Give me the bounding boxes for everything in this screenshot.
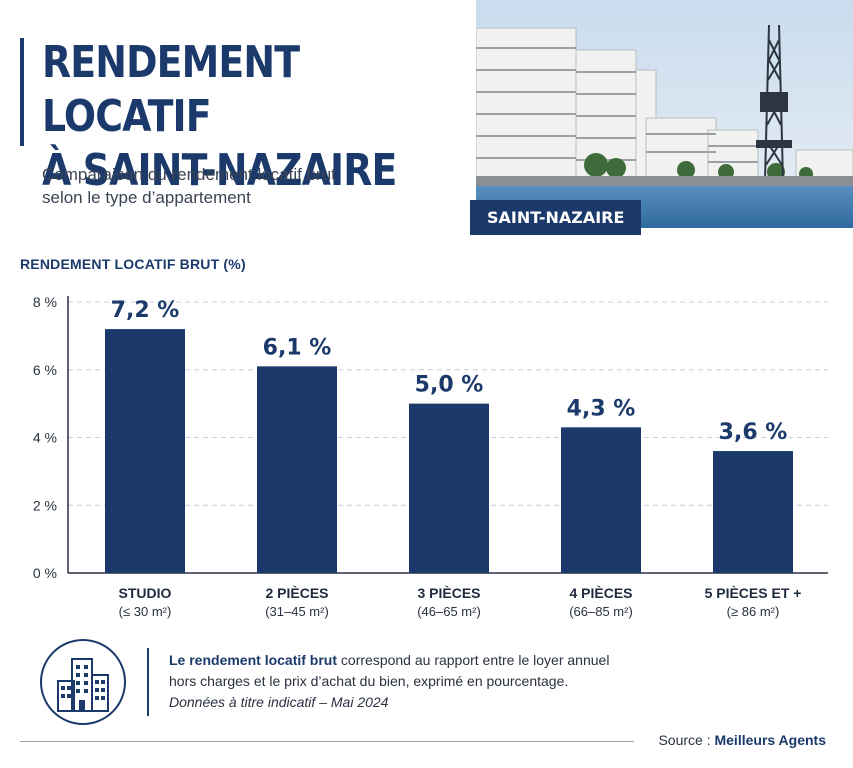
- bar: [105, 329, 185, 573]
- city-tag: SAINT-NAZAIRE: [470, 200, 642, 235]
- bar: [561, 427, 641, 573]
- note-date: Données à titre indicatif – Mai 2024: [169, 694, 389, 710]
- bar: [713, 451, 793, 573]
- x-tick-label: STUDIO: [119, 585, 172, 601]
- note-line-2: hors charges et le prix d’achat du bien,…: [169, 673, 569, 689]
- buildings-icon: [38, 637, 128, 727]
- footer-divider: [20, 741, 634, 742]
- y-tick-label: 4 %: [33, 430, 57, 446]
- data-label: 7,2 %: [111, 298, 180, 323]
- source-credit: Source : Meilleurs Agents: [658, 732, 826, 748]
- bar-chart: 0 % 2 % 4 % 6 % 8 % 7,2 % STUDIO (≤ 30 m²) 6,1 %…: [33, 294, 828, 619]
- y-tick-label: 2 %: [33, 497, 57, 513]
- x-tick-label: 4 PIÈCES: [569, 585, 632, 601]
- y-tick-label: 8 %: [33, 294, 57, 310]
- bar: [409, 403, 489, 573]
- x-tick-sublabel: (≥ 86 m²): [727, 604, 780, 619]
- data-label: 5,0 %: [415, 373, 484, 398]
- data-label: 4,3 %: [567, 396, 636, 421]
- x-tick-sublabel: (31–45 m²): [265, 604, 329, 619]
- subtitle-line-1: Comparaison du rendement locatif brut: [42, 165, 336, 184]
- saint-nazaire-waterfront-image: [476, 0, 853, 228]
- x-tick-sublabel: (46–65 m²): [417, 604, 481, 619]
- chart-axis-title: RENDEMENT LOCATIF BRUT (%): [20, 256, 246, 272]
- definition-note: Le rendement locatif brut correspond au …: [169, 650, 609, 713]
- title-line-2: À SAINT-NAZAIRE: [42, 145, 397, 196]
- title-line-1: RENDEMENT LOCATIF: [42, 37, 300, 142]
- x-tick-label: 5 PIÈCES ET +: [705, 585, 802, 601]
- subtitle: Comparaison du rendement locatif brut se…: [42, 163, 442, 209]
- title-accent-bar: [20, 38, 24, 146]
- note-divider: [147, 648, 149, 716]
- city-photo: [476, 0, 853, 228]
- x-tick-sublabel: (≤ 30 m²): [119, 604, 172, 619]
- note-line-1: Le rendement locatif brut correspond au …: [169, 650, 609, 671]
- source-name: Meilleurs Agents: [714, 732, 826, 748]
- y-tick-label: 6 %: [33, 362, 57, 378]
- x-tick-label: 3 PIÈCES: [417, 585, 480, 601]
- subtitle-line-2: selon le type d’appartement: [42, 188, 251, 207]
- page-title: RENDEMENT LOCATIF À SAINT-NAZAIRE: [42, 36, 403, 198]
- source-prefix: Source :: [658, 732, 715, 748]
- bar: [257, 366, 337, 573]
- x-tick-sublabel: (66–85 m²): [569, 604, 633, 619]
- crane-cabin: [760, 92, 788, 112]
- data-label: 6,1 %: [263, 335, 332, 360]
- note-text-1: correspond au rapport entre le loyer ann…: [337, 652, 610, 668]
- note-bold-term: Le rendement locatif brut: [169, 652, 338, 668]
- x-tick-label: 2 PIÈCES: [265, 585, 328, 601]
- y-tick-label: 0 %: [33, 565, 57, 581]
- data-label: 3,6 %: [719, 420, 788, 445]
